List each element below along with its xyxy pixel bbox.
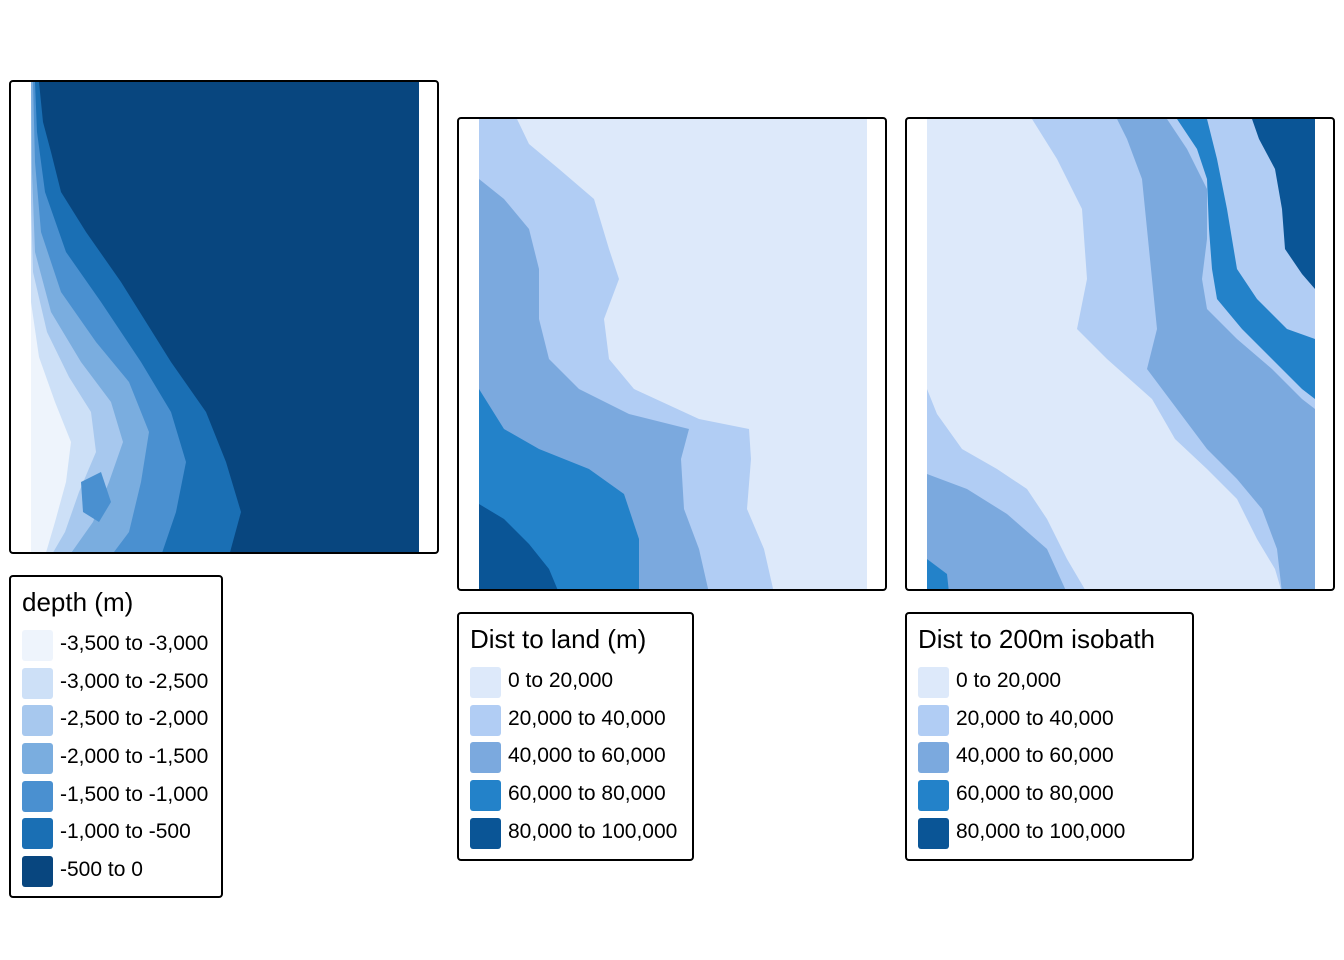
legend-label: 40,000 to 60,000 bbox=[508, 744, 666, 767]
legend-title: Dist to land (m) bbox=[470, 624, 647, 654]
legend-label: 0 to 20,000 bbox=[508, 669, 614, 692]
legend-label: 40,000 to 60,000 bbox=[956, 744, 1114, 767]
dist-to-land-map bbox=[457, 117, 887, 591]
legend-swatch bbox=[22, 630, 53, 661]
legend-swatch bbox=[470, 818, 501, 849]
legend-label: 80,000 to 100,000 bbox=[508, 820, 678, 843]
legend-label: 80,000 to 100,000 bbox=[956, 820, 1126, 843]
legend-label: -500 to 0 bbox=[60, 858, 143, 881]
dist-to-isobath-legend: Dist to 200m isobath 0 to 20,000 20,000 … bbox=[905, 612, 1194, 861]
legend-swatch bbox=[22, 818, 53, 849]
legend-swatch bbox=[22, 856, 53, 887]
legend-swatch bbox=[470, 705, 501, 736]
legend-label: -2,500 to -2,000 bbox=[60, 707, 209, 730]
legend-swatch bbox=[22, 781, 53, 812]
legend-swatch bbox=[918, 705, 949, 736]
legend-label: 0 to 20,000 bbox=[956, 669, 1062, 692]
dist-to-isobath-map bbox=[905, 117, 1335, 591]
legend-swatch bbox=[470, 742, 501, 773]
legend-swatch bbox=[918, 667, 949, 698]
legend-title: depth (m) bbox=[22, 587, 134, 617]
legend-swatch bbox=[470, 780, 501, 811]
legend-label: -1,500 to -1,000 bbox=[60, 783, 209, 806]
legend-swatch bbox=[22, 705, 53, 736]
legend-swatch bbox=[918, 742, 949, 773]
legend-swatch bbox=[470, 667, 501, 698]
dist-to-land-legend: Dist to land (m) 0 to 20,000 20,000 to 4… bbox=[457, 612, 694, 861]
legend-swatch bbox=[918, 818, 949, 849]
legend-label: -2,000 to -1,500 bbox=[60, 745, 209, 768]
legend-swatch bbox=[22, 743, 53, 774]
legend-label: 60,000 to 80,000 bbox=[508, 782, 666, 805]
legend-label: -3,500 to -3,000 bbox=[60, 632, 209, 655]
legend-swatch bbox=[918, 780, 949, 811]
depth-legend: depth (m) -3,500 to -3,000 -3,000 to -2,… bbox=[9, 575, 223, 898]
depth-map bbox=[9, 80, 439, 554]
legend-label: 60,000 to 80,000 bbox=[956, 782, 1114, 805]
legend-swatch bbox=[22, 668, 53, 699]
legend-label: -3,000 to -2,500 bbox=[60, 670, 209, 693]
legend-label: 20,000 to 40,000 bbox=[508, 707, 666, 730]
legend-label: 20,000 to 40,000 bbox=[956, 707, 1114, 730]
legend-label: -1,000 to -500 bbox=[60, 820, 191, 843]
legend-title: Dist to 200m isobath bbox=[918, 624, 1156, 654]
